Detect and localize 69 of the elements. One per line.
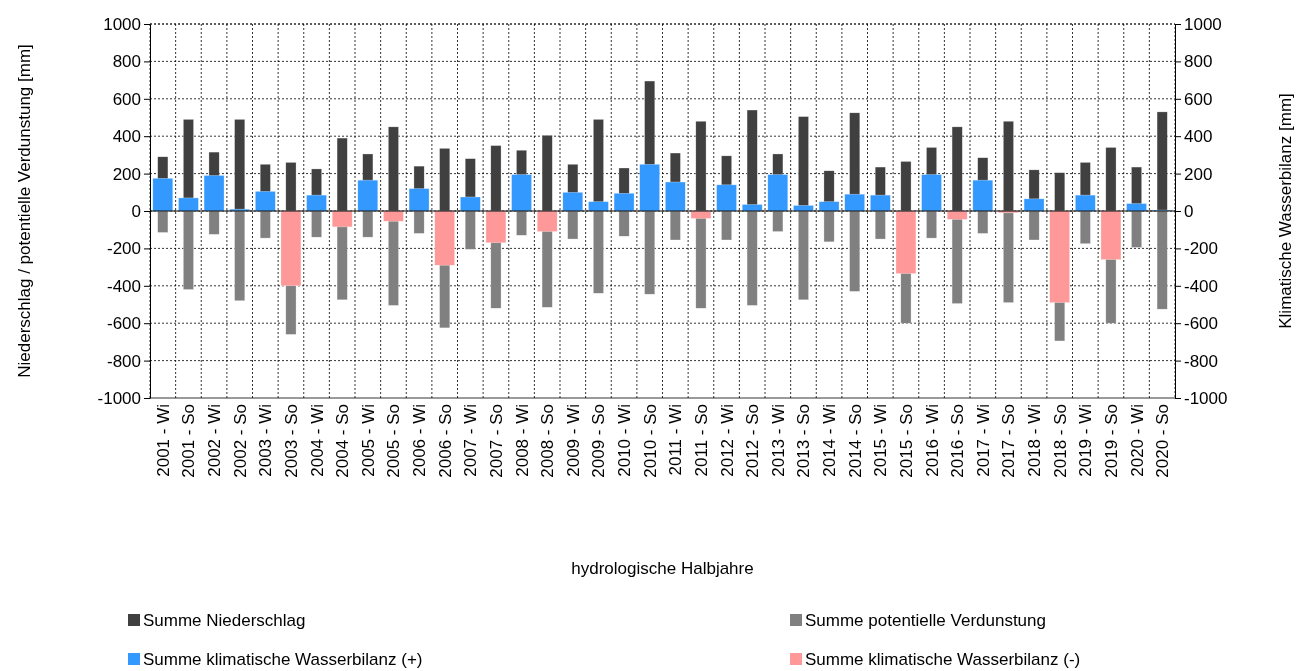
x-tick-label: 2011 - So xyxy=(691,404,711,477)
legend-label: Summe klimatische Wasserbilanz (-) xyxy=(805,649,1081,669)
x-tick-label: 2020 - So xyxy=(1153,404,1173,478)
x-tick-label: 2004 - So xyxy=(333,404,353,478)
x-tick-label: 2001 - So xyxy=(179,404,199,478)
x-tick-label: 2017 - Wi xyxy=(973,404,993,477)
y2-tick-label: -800 xyxy=(1184,351,1219,371)
legend-label: Summe klimatische Wasserbilanz (+) xyxy=(143,649,423,669)
x-tick-label: 2018 - So xyxy=(1050,404,1070,478)
y-axis-title: Niederschlag / potentielle Verdunstung [mm] xyxy=(14,44,34,378)
x-tick-label: 2003 - So xyxy=(281,404,301,478)
x-tick-label: 2017 - So xyxy=(999,404,1019,478)
x-tick-label: 2003 - Wi xyxy=(256,404,276,477)
y2-tick-label: -400 xyxy=(1184,276,1219,296)
y-tick-label: 200 xyxy=(112,164,141,184)
x-axis-title: hydrologische Halbjahre xyxy=(571,559,754,578)
y-tick-label: 0 xyxy=(131,201,141,221)
y-tick-label: 1000 xyxy=(103,14,141,34)
y-tick-label: 800 xyxy=(112,52,141,72)
x-tick-label: 2015 - Wi xyxy=(871,404,891,477)
x-tick-label: 2004 - Wi xyxy=(307,404,327,477)
x-tick-label: 2009 - Wi xyxy=(563,404,583,477)
y2-tick-label: 0 xyxy=(1184,201,1194,221)
x-tick-label: 2014 - So xyxy=(845,404,865,478)
x-tick-label: 2018 - Wi xyxy=(1025,404,1045,477)
y2-tick-label: 1000 xyxy=(1184,14,1222,34)
x-tick-label: 2007 - Wi xyxy=(461,404,481,477)
y-tick-label: -1000 xyxy=(97,388,141,408)
legend-label: Summe potentielle Verdunstung xyxy=(805,610,1046,630)
y2-tick-label: 200 xyxy=(1184,164,1213,184)
y-tick-label: -400 xyxy=(106,276,141,296)
x-tick-label: 2016 - Wi xyxy=(922,404,942,477)
y2-tick-label: -200 xyxy=(1184,239,1219,259)
legend-label: Summe Niederschlag xyxy=(143,610,306,630)
y2-tick-label: 800 xyxy=(1184,52,1213,72)
x-tick-label: 2008 - So xyxy=(538,404,558,478)
x-tick-label: 2013 - Wi xyxy=(768,404,788,477)
y-tick-label: -200 xyxy=(106,239,141,259)
x-tick-label: 2007 - So xyxy=(486,404,506,478)
y2-tick-label: 400 xyxy=(1184,127,1213,147)
y2-tick-label: 600 xyxy=(1184,89,1213,109)
x-tick-label: 2012 - So xyxy=(743,404,763,478)
x-tick-label: 2002 - So xyxy=(230,404,250,478)
y-tick-label: 400 xyxy=(112,127,141,147)
x-tick-label: 2002 - Wi xyxy=(205,404,225,477)
x-tick-label: 2006 - Wi xyxy=(410,404,430,477)
x-tick-label: 2012 - Wi xyxy=(717,404,737,477)
x-tick-label: 2013 - So xyxy=(794,404,814,478)
x-tick-label: 2006 - So xyxy=(435,404,455,478)
y2-axis-title: Klimatische Wasserbilanz [mm] xyxy=(1275,93,1295,329)
x-tick-label: 2014 - Wi xyxy=(820,404,840,477)
x-tick-label: 2005 - Wi xyxy=(358,404,378,477)
x-tick-label: 2015 - So xyxy=(896,404,916,478)
x-tick-label: 2001 - Wi xyxy=(153,404,173,477)
x-tick-label: 2008 - Wi xyxy=(512,404,532,477)
x-tick-label: 2009 - So xyxy=(589,404,609,478)
x-tick-label: 2019 - So xyxy=(1101,404,1121,478)
x-tick-label: 2005 - So xyxy=(384,404,404,478)
y2-tick-label: -600 xyxy=(1184,314,1219,334)
y-tick-label: 600 xyxy=(112,89,141,109)
y-tick-label: -800 xyxy=(106,351,141,371)
x-tick-label: 2020 - Wi xyxy=(1127,404,1147,477)
x-tick-label: 2010 - So xyxy=(640,404,660,478)
x-tick-label: 2019 - Wi xyxy=(1076,404,1096,477)
y2-tick-label: -1000 xyxy=(1184,388,1228,408)
y-tick-label: -600 xyxy=(106,314,141,334)
x-tick-label: 2010 - Wi xyxy=(615,404,635,477)
x-tick-label: 2016 - So xyxy=(948,404,968,478)
x-tick-label: 2011 - Wi xyxy=(666,404,686,476)
